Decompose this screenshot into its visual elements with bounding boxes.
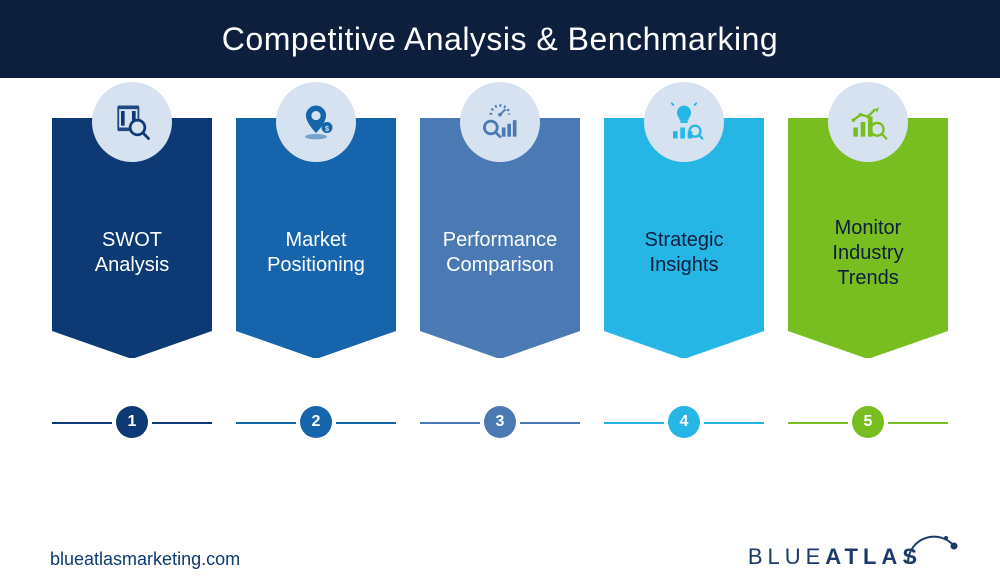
step-number-row: 5: [788, 406, 948, 438]
card-notch: [788, 331, 948, 359]
step-card: $ MarketPositioning: [236, 118, 396, 358]
trend-chart-icon: [828, 82, 908, 162]
steps-row: SWOTAnalysis 1 $ MarketPositioning: [0, 78, 1000, 438]
step-label: StrategicInsights: [645, 228, 724, 278]
step-5: MonitorIndustryTrends 5: [788, 118, 948, 438]
step-number-badge: 4: [668, 406, 700, 438]
footer-url: blueatlasmarketing.com: [50, 549, 240, 570]
logo-text: BLUEATLAS: [748, 544, 922, 570]
step-1: SWOTAnalysis 1: [52, 118, 212, 438]
card-notch: [236, 331, 396, 359]
step-number-row: 1: [52, 406, 212, 438]
step-label: MarketPositioning: [267, 228, 365, 278]
step-label: MonitorIndustryTrends: [832, 216, 903, 291]
card-notch: [52, 331, 212, 359]
step-card: MonitorIndustryTrends: [788, 118, 948, 358]
map-pin-icon: $: [276, 82, 356, 162]
svg-text:$: $: [325, 124, 329, 133]
step-number-badge: 5: [852, 406, 884, 438]
logo-word-thin: BLUE: [748, 544, 825, 569]
page-title: Competitive Analysis & Benchmarking: [222, 21, 778, 58]
step-number-badge: 2: [300, 406, 332, 438]
footer: blueatlasmarketing.com BLUEATLAS: [50, 526, 960, 570]
step-label: SWOTAnalysis: [95, 228, 169, 278]
step-card: StrategicInsights: [604, 118, 764, 358]
step-2: $ MarketPositioning 2: [236, 118, 396, 438]
logo-arc-icon: [904, 526, 960, 566]
step-number-badge: 3: [484, 406, 516, 438]
header-bar: Competitive Analysis & Benchmarking: [0, 0, 1000, 78]
step-3: PerformanceComparison 3: [420, 118, 580, 438]
swot-icon: [92, 82, 172, 162]
step-number-row: 2: [236, 406, 396, 438]
step-label: PerformanceComparison: [443, 228, 558, 278]
step-card: SWOTAnalysis: [52, 118, 212, 358]
logo: BLUEATLAS: [748, 526, 960, 570]
step-number-row: 3: [420, 406, 580, 438]
step-number-row: 4: [604, 406, 764, 438]
step-number-badge: 1: [116, 406, 148, 438]
card-notch: [604, 331, 764, 359]
step-4: StrategicInsights 4: [604, 118, 764, 438]
idea-bars-icon: [644, 82, 724, 162]
step-card: PerformanceComparison: [420, 118, 580, 358]
gauge-chart-icon: [460, 82, 540, 162]
card-notch: [420, 331, 580, 359]
